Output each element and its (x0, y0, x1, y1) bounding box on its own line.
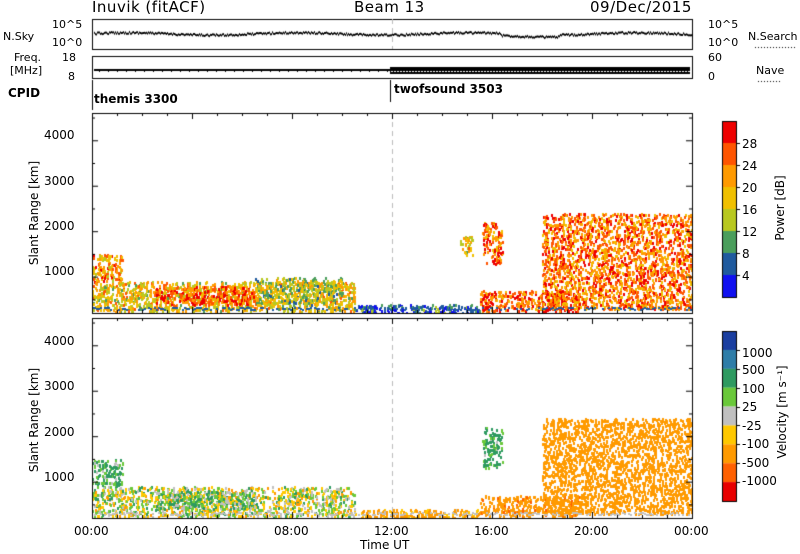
nave-tick-top: 60 (708, 51, 722, 64)
power-ytick-4000: 4000 (44, 128, 75, 142)
cpid-segment-2: twofsound 3503 (394, 82, 503, 96)
power-cb-title: Power [dB] (773, 175, 787, 241)
vel-cb-title: Velocity [m s⁻¹] (775, 365, 789, 459)
vel-cb-tick-m1000: -1000 (742, 474, 777, 488)
power-cb-tick-12: 12 (742, 225, 758, 239)
vel-cb-tick-500: 500 (742, 363, 765, 377)
power-ytick-3000: 3000 (44, 174, 75, 188)
xtick-0400: 04:00 (174, 524, 209, 538)
power-cb-tick-4: 4 (742, 269, 750, 283)
xtick-0800: 08:00 (274, 524, 309, 538)
vel-cb-tick-25: 25 (742, 400, 758, 414)
nave-tick-bottom: 0 (708, 70, 715, 83)
nsearch-label: N.Search (748, 30, 798, 43)
power-ytick-2000: 2000 (44, 219, 75, 233)
power-cb-tick-28: 28 (742, 137, 758, 151)
cpid-segment-1: themis 3300 (94, 92, 178, 106)
xtick-1600: 16:00 (474, 524, 509, 538)
xtick-1200: 12:00 (374, 524, 409, 538)
velocity-ytick-4000: 4000 (44, 334, 75, 348)
station-title: Inuvik (fitACF) (92, 0, 206, 16)
vel-cb-tick-1000: 1000 (742, 346, 773, 360)
velocity-ytick-3000: 3000 (44, 379, 75, 393)
xtick-0000: 00:00 (74, 524, 109, 538)
noise-tick-top-left: 10^5 (52, 18, 83, 31)
power-ytick-1000: 1000 (44, 264, 75, 278)
power-cb-tick-24: 24 (742, 159, 758, 173)
date-title: 09/Dec/2015 (590, 0, 692, 16)
power-ylabel: Slant Range [km] (27, 160, 41, 266)
vel-cb-tick-m500: -500 (742, 456, 770, 470)
beam-title: Beam 13 (354, 0, 425, 16)
power-cb-tick-20: 20 (742, 181, 758, 195)
noise-tick-top-right: 10^5 (708, 18, 739, 31)
vel-cb-tick-100: 100 (742, 382, 765, 396)
velocity-ylabel: Slant Range [km] (27, 367, 41, 473)
velocity-ytick-2000: 2000 (44, 425, 75, 439)
nave-label: Nave (756, 64, 785, 77)
freq-label-line1: Freq. (14, 51, 42, 64)
noise-tick-bottom-right: 10^0 (708, 36, 739, 49)
freq-tick-top: 18 (62, 51, 76, 64)
xtick-2000: 20:00 (574, 524, 609, 538)
freq-tick-bottom: 8 (68, 70, 75, 83)
xtick-2400: 00:00 (674, 524, 709, 538)
velocity-ytick-1000: 1000 (44, 470, 75, 484)
nsky-label: N.Sky (3, 30, 35, 43)
vel-cb-tick-m25: -25 (742, 419, 762, 433)
xaxis-label: Time UT (360, 538, 410, 552)
vel-cb-tick-m100: -100 (742, 437, 770, 451)
noise-tick-bottom-left: 10^0 (52, 36, 83, 49)
freq-label-line2: [MHz] (10, 64, 43, 77)
cpid-label: CPID (8, 86, 41, 100)
power-cb-tick-8: 8 (742, 247, 750, 261)
power-cb-tick-16: 16 (742, 203, 758, 217)
